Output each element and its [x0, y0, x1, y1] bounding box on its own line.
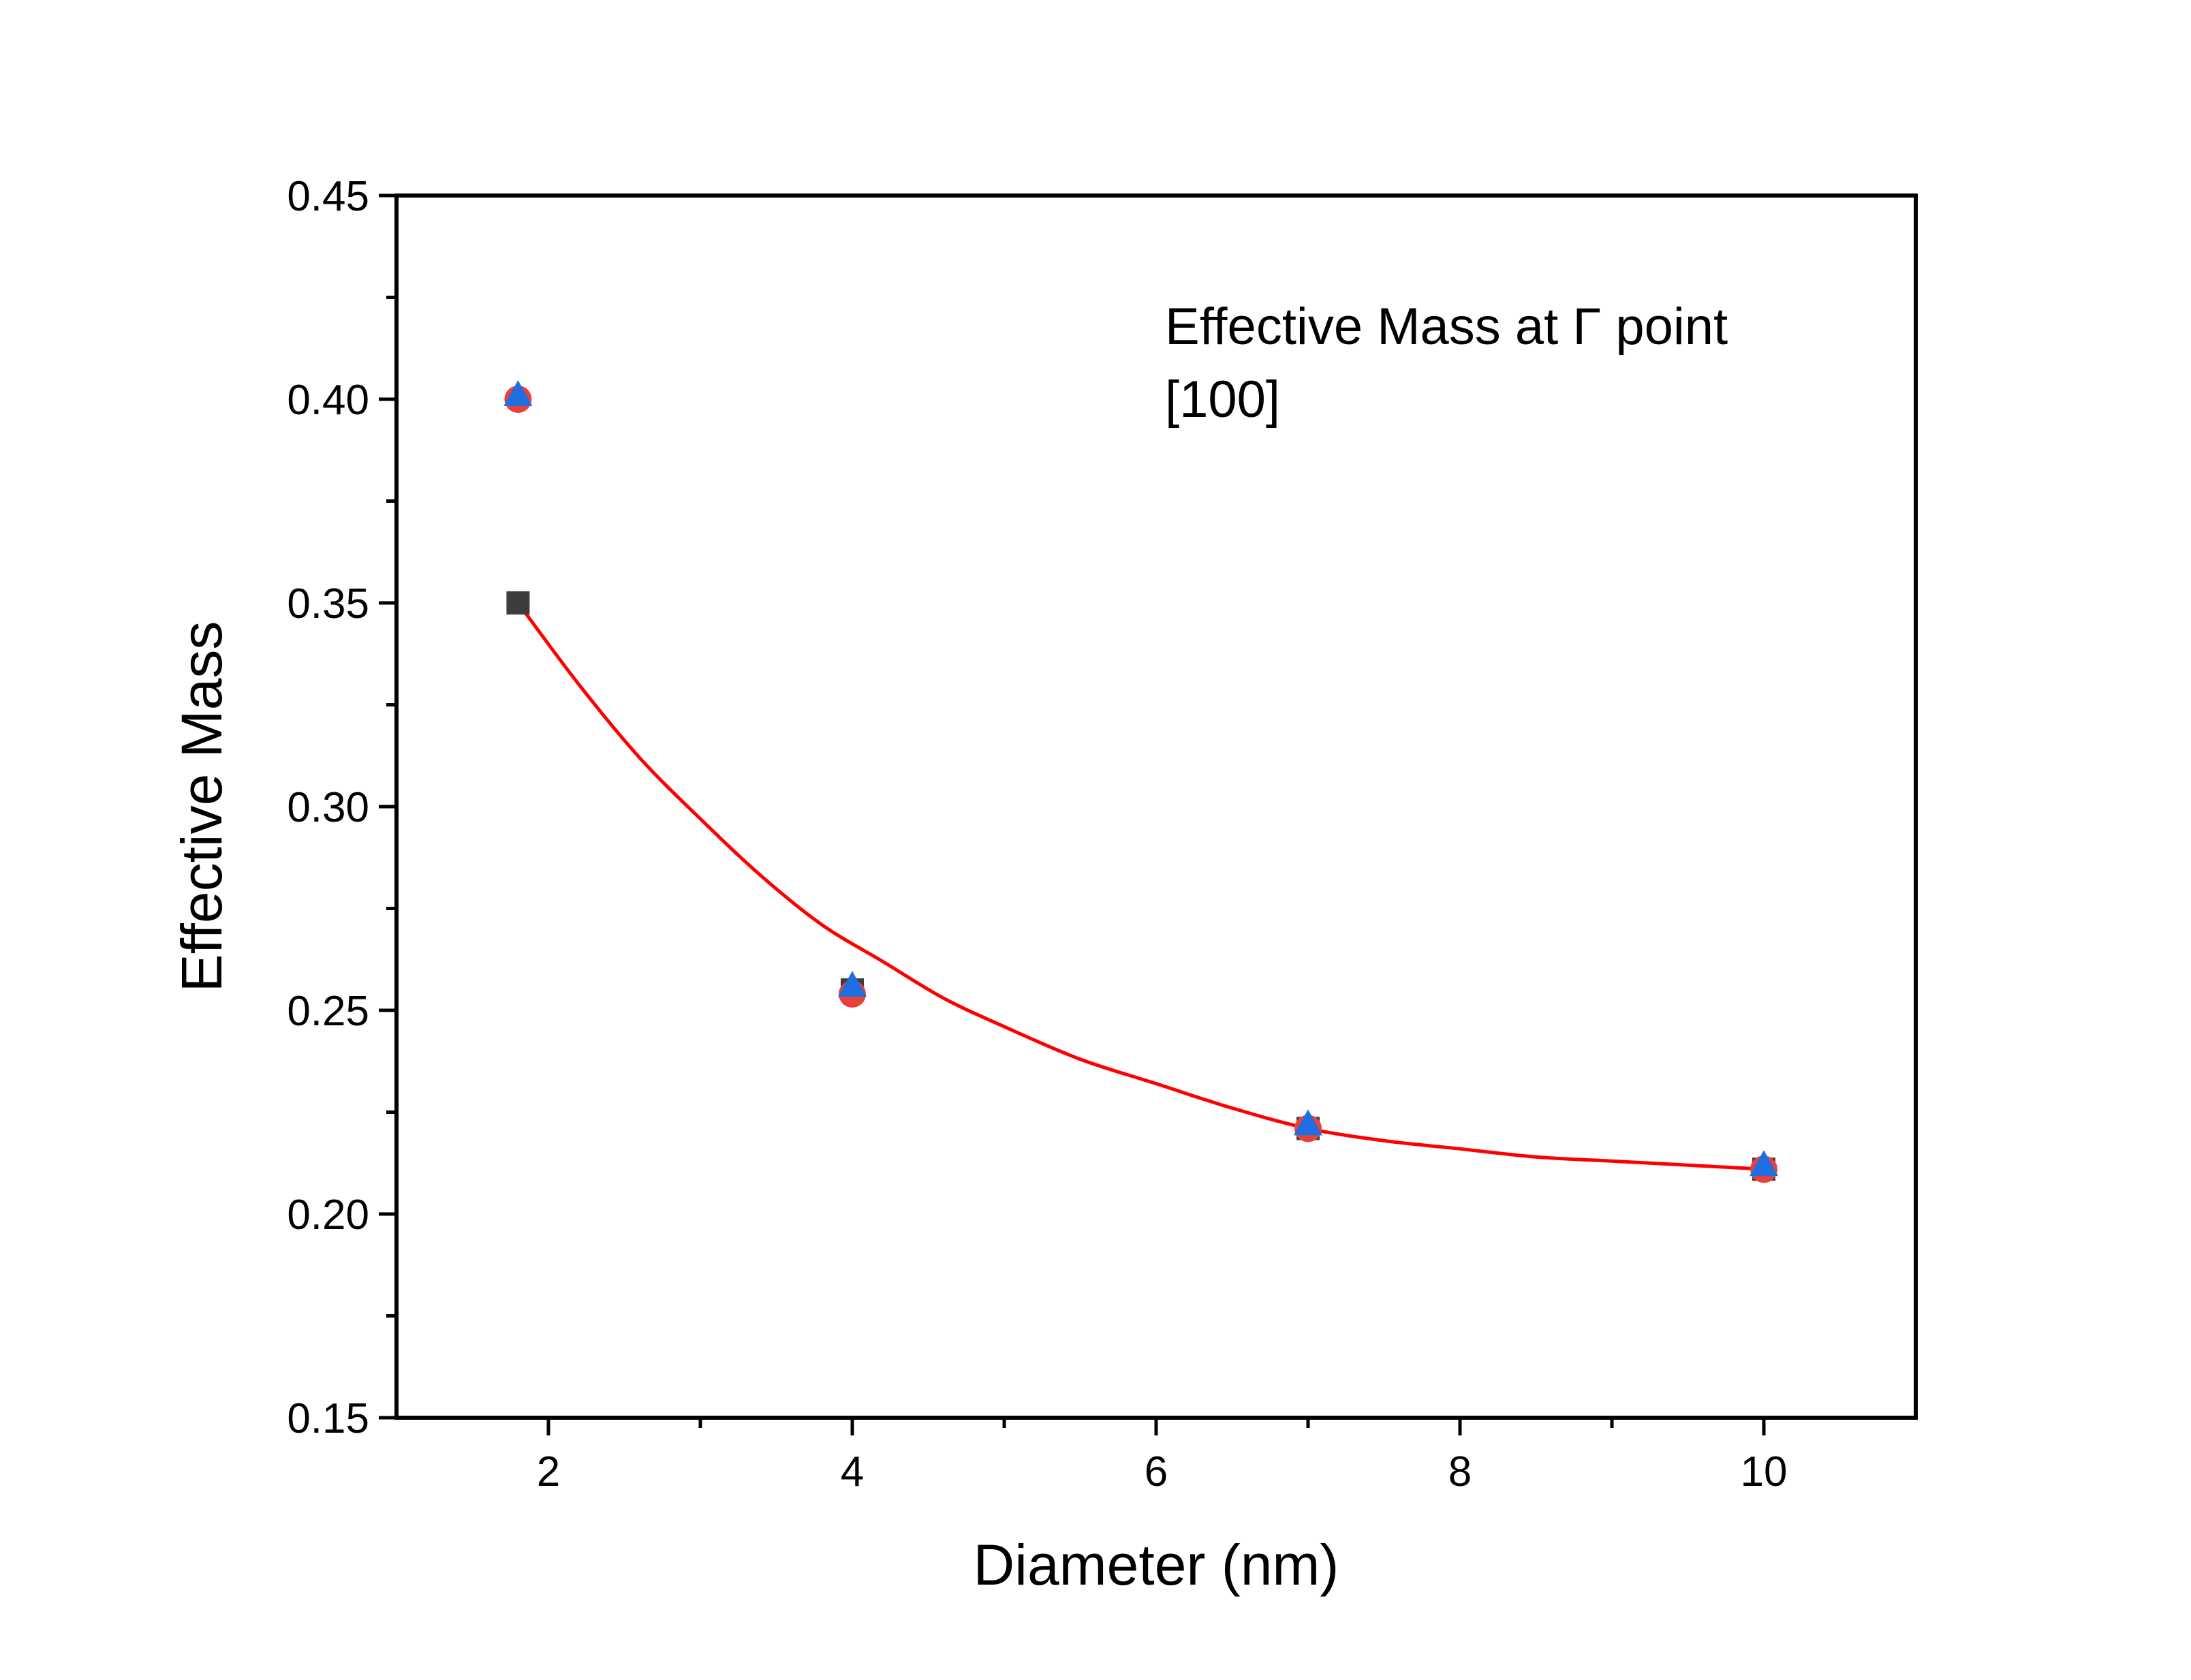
y-tick-label: 0.30: [287, 784, 369, 831]
data-point-triangle: [838, 971, 867, 997]
axis-tick-labels: 2 4 6 8 10 0.15 0.20 0.25 0.30 0.35 0.40 0.45: [287, 173, 1787, 1495]
y-axis-title: Effective Mass: [170, 621, 234, 993]
plot-frame: [394, 193, 1918, 1420]
x-axis-title: Diameter (nm): [974, 1533, 1339, 1597]
x-tick-label: 2: [537, 1448, 560, 1495]
data-point-square: [506, 591, 530, 615]
annotation-title: Effective Mass at Γ point: [1165, 298, 1728, 356]
data-points-layer: [503, 380, 1778, 1183]
axis-ticks: [379, 193, 1766, 1435]
y-tick-label: 0.35: [287, 580, 369, 627]
fit-curve-line: [516, 602, 1765, 1171]
y-tick-label: 0.40: [287, 377, 369, 424]
data-point-triangle: [1294, 1109, 1322, 1136]
annotation-direction: [100]: [1165, 371, 1280, 429]
data-point-triangle: [503, 380, 533, 407]
x-tick-label: 6: [1145, 1448, 1168, 1495]
y-tick-label: 0.25: [287, 988, 369, 1035]
y-tick-label: 0.45: [287, 173, 369, 220]
data-point-triangle: [1750, 1150, 1778, 1177]
x-tick-label: 8: [1448, 1448, 1472, 1495]
x-tick-label: 4: [841, 1448, 864, 1495]
y-tick-label: 0.20: [287, 1192, 369, 1239]
x-tick-label: 10: [1741, 1448, 1788, 1495]
fit-curve-layer: [516, 602, 1765, 1171]
y-tick-label: 0.15: [287, 1395, 369, 1442]
